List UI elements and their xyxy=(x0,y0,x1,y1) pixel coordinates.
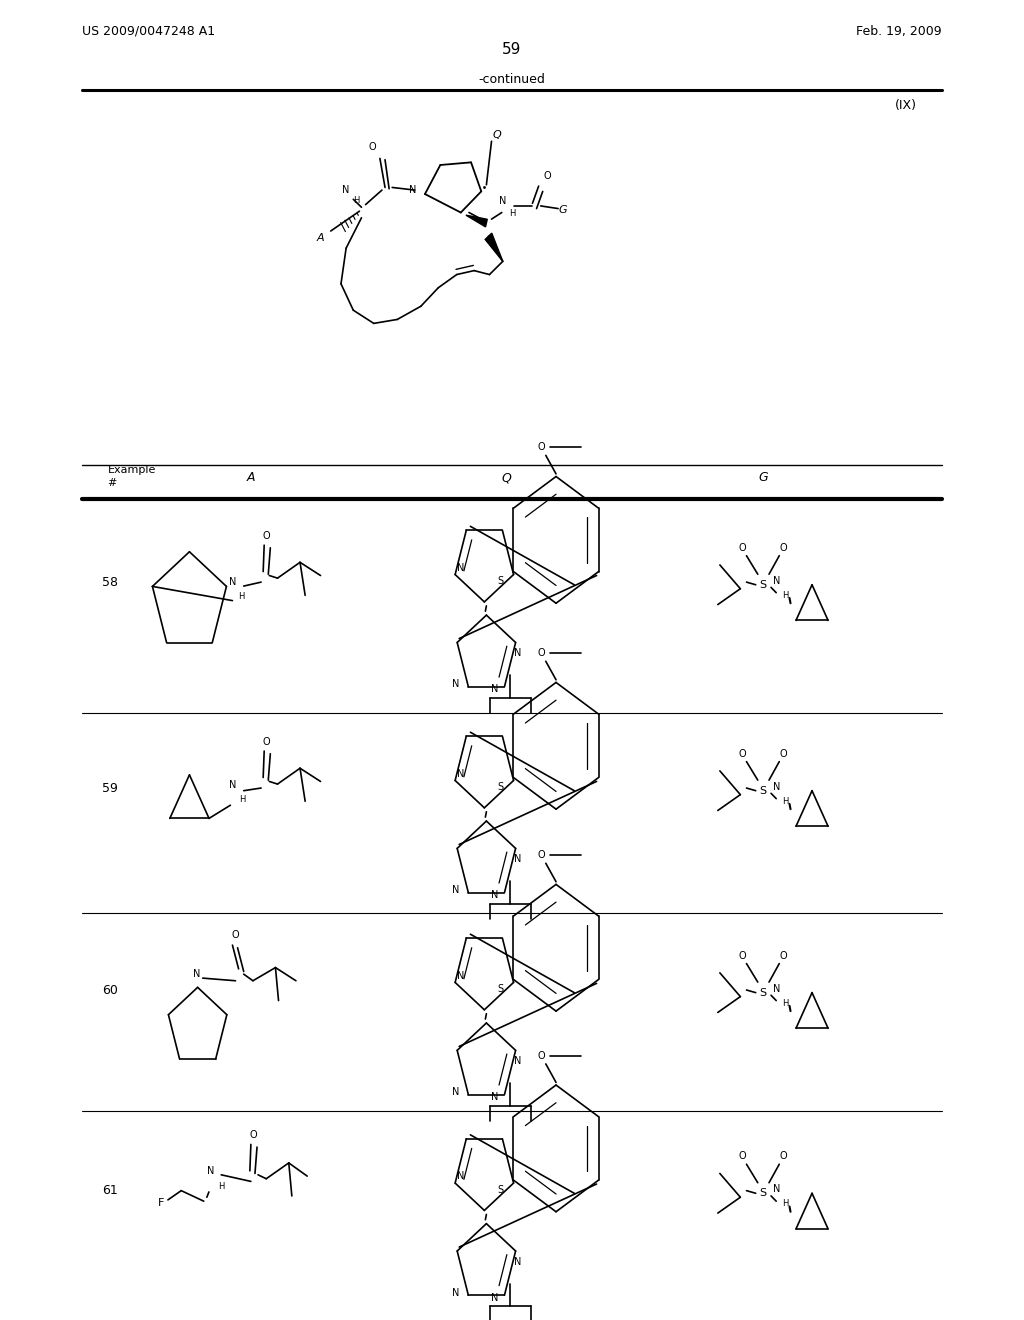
Text: O: O xyxy=(249,1130,257,1140)
Polygon shape xyxy=(485,234,503,261)
Text: Feb. 19, 2009: Feb. 19, 2009 xyxy=(856,25,942,37)
Text: O: O xyxy=(262,531,270,541)
Text: 59: 59 xyxy=(503,42,521,57)
Text: N: N xyxy=(514,648,521,659)
Text: H: H xyxy=(782,1200,788,1208)
Text: F: F xyxy=(158,1197,164,1208)
Text: S: S xyxy=(498,576,504,586)
Text: A: A xyxy=(316,232,325,243)
Text: O: O xyxy=(779,543,787,553)
Text: S: S xyxy=(760,579,766,590)
Text: S: S xyxy=(498,1184,504,1195)
Text: N: N xyxy=(409,185,417,195)
Text: N: N xyxy=(342,185,350,195)
Text: H: H xyxy=(240,796,246,804)
Text: Example: Example xyxy=(108,465,156,475)
Text: N: N xyxy=(514,1056,521,1067)
Text: O: O xyxy=(543,170,551,181)
Text: O: O xyxy=(738,1151,746,1162)
Text: N: N xyxy=(453,678,460,689)
Text: O: O xyxy=(779,950,787,961)
Text: 60: 60 xyxy=(102,983,119,997)
Text: S: S xyxy=(498,983,504,994)
Text: H: H xyxy=(218,1183,224,1191)
Text: O: O xyxy=(231,929,240,940)
Text: G: G xyxy=(758,471,768,484)
Text: H: H xyxy=(353,197,359,205)
Text: #: # xyxy=(108,478,117,488)
Text: O: O xyxy=(538,442,546,453)
Text: H: H xyxy=(239,593,245,601)
Text: O: O xyxy=(779,748,787,759)
Text: H: H xyxy=(782,797,788,805)
Text: N: N xyxy=(453,884,460,895)
Text: N: N xyxy=(457,970,464,981)
Text: O: O xyxy=(538,1051,546,1061)
Text: N: N xyxy=(772,781,780,792)
Text: -continued: -continued xyxy=(478,74,546,86)
Text: 61: 61 xyxy=(102,1184,118,1197)
Text: O: O xyxy=(262,737,270,747)
Text: N: N xyxy=(457,562,464,573)
Text: H: H xyxy=(782,591,788,599)
Text: N: N xyxy=(207,1166,215,1176)
Text: N: N xyxy=(228,780,237,791)
Text: G: G xyxy=(559,205,567,215)
Text: N: N xyxy=(490,890,498,900)
Text: US 2009/0047248 A1: US 2009/0047248 A1 xyxy=(82,25,215,37)
Text: N: N xyxy=(193,969,201,979)
Text: 58: 58 xyxy=(102,576,119,589)
Text: 59: 59 xyxy=(102,781,119,795)
Text: O: O xyxy=(738,950,746,961)
Text: N: N xyxy=(457,1171,464,1181)
Text: N: N xyxy=(772,576,780,586)
Text: O: O xyxy=(369,141,377,152)
Text: Q: Q xyxy=(502,471,512,484)
Text: O: O xyxy=(779,1151,787,1162)
Text: H: H xyxy=(509,210,515,218)
Text: H: H xyxy=(782,999,788,1007)
Text: N: N xyxy=(490,1292,498,1303)
Text: N: N xyxy=(228,577,237,587)
Text: Q: Q xyxy=(493,129,501,140)
Text: N: N xyxy=(490,684,498,694)
Text: S: S xyxy=(760,785,766,796)
Text: A: A xyxy=(247,471,255,484)
Text: O: O xyxy=(538,850,546,861)
Text: O: O xyxy=(538,648,546,659)
Text: N: N xyxy=(453,1287,460,1298)
Text: N: N xyxy=(772,983,780,994)
Text: O: O xyxy=(738,748,746,759)
Text: N: N xyxy=(490,1092,498,1102)
Text: N: N xyxy=(514,854,521,865)
Text: N: N xyxy=(514,1257,521,1267)
Polygon shape xyxy=(466,215,487,227)
Text: S: S xyxy=(760,987,766,998)
Text: N: N xyxy=(453,1086,460,1097)
Text: O: O xyxy=(738,543,746,553)
Text: S: S xyxy=(498,781,504,792)
Text: N: N xyxy=(499,195,507,206)
Text: N: N xyxy=(457,768,464,779)
Text: (IX): (IX) xyxy=(895,99,916,112)
Text: S: S xyxy=(760,1188,766,1199)
Text: N: N xyxy=(772,1184,780,1195)
